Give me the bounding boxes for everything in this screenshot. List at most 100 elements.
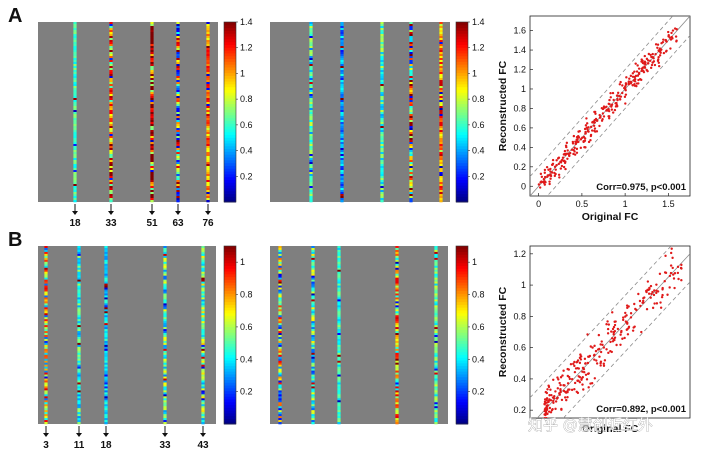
stripe-cell <box>395 311 399 314</box>
scatter-point <box>547 174 551 177</box>
stripe-cell <box>163 366 167 369</box>
stripe-cell <box>109 60 113 63</box>
stripe-cell <box>176 106 180 109</box>
stripe-cell <box>176 188 180 191</box>
stripe-cell <box>278 412 282 415</box>
stripe-cell <box>44 281 48 284</box>
stripe-cell <box>73 22 77 25</box>
stripe-cell <box>44 303 48 306</box>
stripe-cell <box>278 394 282 397</box>
stripe-cell <box>104 285 108 288</box>
scatter-point <box>633 84 637 87</box>
correlation-annotation: Corr=0.975, p<0.001 <box>596 182 686 193</box>
stripe-cell <box>439 200 443 203</box>
colorbar-segment <box>224 379 236 383</box>
stripe-cell <box>104 283 108 286</box>
stripe-cell <box>439 168 443 171</box>
stripe-cell <box>340 196 344 199</box>
stripe-cell <box>309 60 313 63</box>
stripe-cell <box>150 116 154 119</box>
stripe-cell <box>409 94 413 97</box>
colorbar-segment <box>456 312 468 317</box>
stripe-cell <box>311 418 315 421</box>
stripe-cell <box>206 44 210 47</box>
colorbar-segment <box>456 148 468 152</box>
arrow-head <box>43 433 49 437</box>
stripe-cell <box>380 162 384 165</box>
colorbar-segment <box>456 323 468 328</box>
stripe-cell <box>44 382 48 385</box>
stripe-cell <box>395 329 399 332</box>
stripe-cell <box>380 22 384 25</box>
stripe-cell <box>434 307 438 310</box>
stripe-cell <box>395 360 399 363</box>
stripe-cell <box>163 402 167 405</box>
stripe-cell <box>163 271 167 274</box>
stripe-cell <box>104 321 108 324</box>
scatter-point <box>633 70 636 73</box>
stripe-cell <box>176 164 180 167</box>
scatter-point <box>577 136 581 139</box>
scatter-point <box>577 140 580 144</box>
stripe-cell <box>340 120 344 123</box>
stripe-cell <box>104 398 108 401</box>
colorbar-segment <box>456 412 468 417</box>
stripe-cell <box>278 362 282 365</box>
stripe-cell <box>201 247 205 251</box>
colorbar-segment <box>224 95 236 99</box>
stripe-cell <box>311 398 315 401</box>
stripe-cell <box>409 22 413 25</box>
colorbar-segment <box>224 131 236 135</box>
stripe-cell <box>278 372 282 375</box>
stripe-cell <box>44 277 48 280</box>
stripe-cell <box>309 32 313 35</box>
stripe-cell <box>77 293 81 296</box>
stripe-cell <box>77 412 81 415</box>
stripe-cell <box>163 338 167 342</box>
stripe-cell <box>104 287 108 290</box>
stripe-cell <box>44 408 48 411</box>
colorbar-segment <box>456 415 468 419</box>
stripe-cell <box>395 394 399 397</box>
colorbar-segment <box>224 61 236 65</box>
stripe-cell <box>77 362 81 365</box>
stripe-cell <box>309 194 313 197</box>
stripe-cell <box>73 162 77 165</box>
scatter-point <box>631 72 635 75</box>
stripe-cell <box>77 263 81 267</box>
stripe-cell <box>434 323 438 326</box>
stripe-cell <box>150 182 154 185</box>
stripe-cell <box>150 160 154 163</box>
scatter-point <box>680 263 683 267</box>
stripe-cell <box>337 333 341 336</box>
stripe-cell <box>73 108 77 111</box>
stripe-cell <box>278 249 282 253</box>
scatter-point <box>656 46 659 49</box>
stripe-cell <box>73 180 77 183</box>
stripe-cell <box>439 50 443 53</box>
stripe-cell <box>201 285 205 288</box>
scatter-point <box>670 247 673 250</box>
stripe-cell <box>380 120 384 123</box>
colorbar-segment <box>456 293 468 297</box>
scatter-point <box>629 74 633 78</box>
scatter-point <box>654 53 657 56</box>
stripe-cell <box>104 404 108 407</box>
stripe-cell <box>380 118 384 121</box>
scatter-point <box>589 138 592 142</box>
colorbar-segment <box>456 140 468 144</box>
stripe-cell <box>434 311 438 314</box>
stripe-cell <box>150 114 154 117</box>
stripe-cell <box>337 267 341 271</box>
stripe-cell <box>340 186 344 189</box>
stripe-cell <box>201 416 205 419</box>
stripe-cell <box>206 50 210 53</box>
stripe-cell <box>206 166 210 169</box>
stripe-cell <box>311 311 315 314</box>
scatter-point <box>570 388 574 392</box>
colorbar-segment <box>456 182 468 186</box>
scatter-point <box>651 306 655 310</box>
stripe-cell <box>176 134 180 137</box>
stripe-cell <box>176 166 180 169</box>
stripe-cell <box>206 32 210 35</box>
